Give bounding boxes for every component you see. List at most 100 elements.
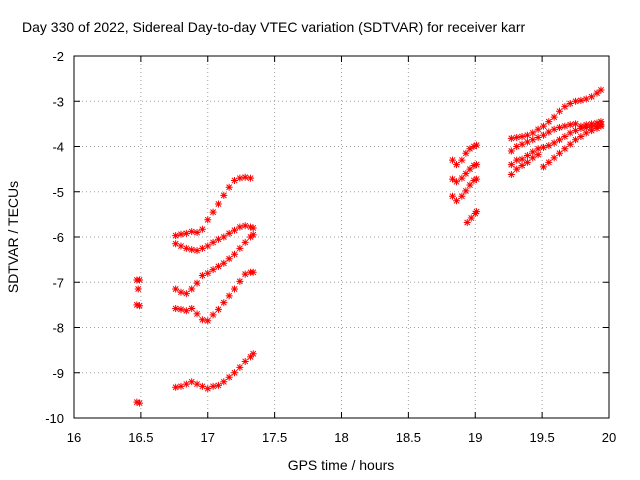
data-point: [214, 305, 222, 313]
data-points: [133, 86, 605, 407]
data-point: [513, 133, 521, 141]
data-point: [198, 271, 206, 279]
data-point: [566, 129, 574, 137]
data-point: [231, 176, 238, 184]
data-point: [172, 383, 180, 391]
data-point: [133, 301, 141, 309]
data-point: [507, 147, 515, 155]
data-point: [236, 244, 244, 252]
data-point: [529, 129, 537, 137]
data-point: [566, 121, 574, 129]
data-point: [593, 124, 601, 132]
data-point: [134, 285, 142, 293]
y-tick-label: -5: [52, 185, 64, 200]
data-point: [597, 122, 605, 130]
data-point: [209, 208, 217, 216]
data-point: [136, 399, 144, 407]
data-point: [182, 307, 190, 315]
data-point: [550, 154, 558, 162]
data-point: [523, 158, 531, 166]
x-tick-label: 16.5: [128, 430, 153, 445]
y-tick-label: -2: [52, 49, 64, 64]
data-point: [588, 93, 596, 101]
data-point: [236, 174, 244, 182]
grid-lines: [74, 56, 609, 418]
data-point: [577, 96, 585, 104]
y-tick-label: -9: [52, 366, 64, 381]
data-point: [177, 305, 185, 313]
data-point: [518, 162, 526, 170]
data-point: [593, 89, 601, 97]
x-tick-label: 19.5: [529, 430, 554, 445]
series-arc-c: [172, 231, 257, 298]
x-axis-title: GPS time / hours: [288, 457, 395, 473]
data-point: [204, 385, 212, 393]
data-point: [529, 136, 537, 144]
data-point: [539, 131, 547, 139]
data-point: [209, 311, 217, 319]
data-point: [577, 124, 585, 132]
data-point: [204, 242, 212, 250]
y-axis-title: SDTVAR / TECUs: [5, 181, 21, 293]
data-point: [523, 131, 531, 139]
data-point: [198, 225, 206, 233]
data-point: [462, 149, 470, 157]
data-point: [550, 113, 558, 121]
series-arc-i: [463, 208, 481, 227]
data-point: [529, 154, 537, 162]
data-point: [518, 155, 526, 163]
data-point: [545, 118, 553, 126]
data-point: [539, 122, 547, 130]
data-point: [172, 232, 180, 240]
data-point: [588, 123, 596, 131]
data-point: [236, 277, 244, 285]
y-tick-label: -6: [52, 230, 64, 245]
data-point: [236, 223, 244, 231]
data-point: [561, 103, 569, 111]
data-point: [193, 247, 201, 255]
data-point: [458, 192, 466, 200]
data-point: [198, 244, 206, 252]
data-point: [470, 176, 478, 184]
data-point: [177, 242, 185, 250]
y-tick-label: -3: [52, 94, 64, 109]
data-point: [136, 302, 144, 310]
data-point: [220, 378, 228, 386]
data-point: [188, 378, 196, 386]
data-point: [458, 156, 466, 164]
data-point: [182, 229, 190, 237]
data-point: [204, 216, 212, 224]
data-point: [561, 145, 569, 153]
data-point: [182, 380, 190, 388]
data-point: [462, 170, 470, 178]
data-point: [577, 133, 585, 141]
data-point: [462, 187, 470, 195]
data-point: [198, 316, 206, 324]
x-tick-labels: 16 16.5 17 17.5 18 18.5 19 19.5 20: [67, 430, 616, 445]
data-point: [236, 363, 244, 371]
data-point: [182, 290, 190, 298]
data-point: [588, 127, 596, 135]
data-point: [188, 246, 196, 254]
data-point: [249, 231, 257, 239]
data-point: [209, 238, 217, 246]
data-point: [545, 128, 553, 136]
y-tick-label: -7: [52, 275, 64, 290]
data-point: [193, 380, 201, 388]
data-point: [453, 197, 461, 205]
data-point: [220, 233, 228, 241]
data-point: [463, 219, 471, 227]
x-tick-label: 19: [468, 430, 482, 445]
data-point: [209, 382, 217, 390]
data-point: [556, 107, 564, 115]
data-point: [545, 158, 553, 166]
data-point: [458, 174, 466, 182]
data-point: [507, 161, 515, 169]
data-point: [249, 268, 257, 276]
data-point: [539, 143, 547, 151]
y-tick-label: -8: [52, 321, 64, 336]
data-point: [193, 310, 201, 318]
x-tick-label: 20: [602, 430, 616, 445]
data-point: [507, 171, 515, 179]
